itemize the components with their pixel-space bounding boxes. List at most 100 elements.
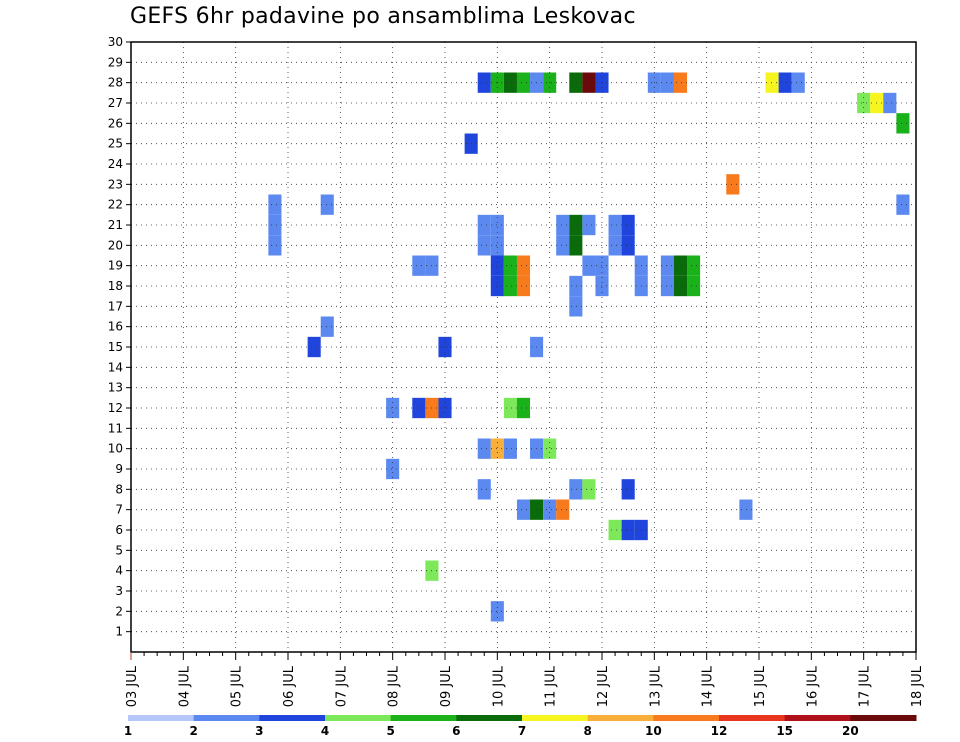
y-tick-label: 10 xyxy=(108,442,123,456)
x-tick-label: 16 JUL xyxy=(805,665,820,707)
colorbar-swatch xyxy=(325,715,392,721)
heat-cell xyxy=(673,72,688,93)
heat-cell xyxy=(412,397,426,419)
heat-cell xyxy=(477,214,491,236)
x-tick-label: 09 JUL xyxy=(439,665,454,707)
heat-cell xyxy=(268,235,282,256)
heat-cell xyxy=(791,72,805,93)
heat-cell xyxy=(490,214,504,236)
x-tick-label: 04 JUL xyxy=(177,665,192,707)
x-tick-label: 08 JUL xyxy=(387,665,402,707)
y-tick-label: 29 xyxy=(108,55,123,69)
x-tick-label: 14 JUL xyxy=(701,665,716,707)
y-tick-label: 23 xyxy=(108,177,123,191)
heat-cell xyxy=(673,275,688,297)
colorbar: 1 2 3 4 5 6 7 8 10 12 15 20 xyxy=(124,715,917,738)
y-tick-label: 3 xyxy=(115,584,123,598)
heat-cell xyxy=(673,255,688,276)
heat-cell xyxy=(569,72,583,93)
heat-cell xyxy=(608,214,622,236)
heat-cell xyxy=(569,296,583,317)
heat-cell xyxy=(543,499,557,520)
y-tick-label: 15 xyxy=(108,340,123,354)
x-tick-label: 07 JUL xyxy=(334,665,349,707)
heat-cell xyxy=(569,214,583,236)
heat-cell xyxy=(621,235,635,256)
colorbar-label: 7 xyxy=(518,724,526,738)
heat-cell xyxy=(608,235,622,256)
y-tick-label: 9 xyxy=(115,462,123,476)
x-tick-label: 17 JUL xyxy=(858,665,873,707)
heat-cell xyxy=(582,479,596,500)
heat-cell xyxy=(516,275,531,297)
y-tick-label: 4 xyxy=(115,564,123,578)
colorbar-swatch xyxy=(522,715,589,721)
y-tick-label: 21 xyxy=(108,218,123,232)
y-tick-label: 6 xyxy=(115,523,123,537)
cells-layer xyxy=(268,72,910,622)
heat-cell xyxy=(516,72,531,93)
heat-cell xyxy=(569,235,583,256)
y-tick-label: 22 xyxy=(108,198,123,212)
heat-cell xyxy=(477,479,491,500)
colorbar-label: 1 xyxy=(124,724,132,738)
heat-cell xyxy=(765,72,779,93)
y-tick-label: 13 xyxy=(108,381,123,395)
colorbar-swatch xyxy=(719,715,786,721)
y-tick-label: 5 xyxy=(115,543,123,557)
heat-cell xyxy=(660,72,674,93)
heat-cell xyxy=(687,275,701,297)
colorbar-label: 5 xyxy=(386,724,394,738)
y-tick-label: 8 xyxy=(115,482,123,496)
y-tick-label: 17 xyxy=(108,299,123,313)
heat-cell xyxy=(687,255,701,276)
heat-cell xyxy=(268,214,282,236)
colorbar-label: 4 xyxy=(321,724,329,738)
x-tick-label: 11 JUL xyxy=(544,665,559,707)
y-tick-label: 25 xyxy=(108,137,123,151)
grid-layer xyxy=(130,41,917,652)
heat-cell xyxy=(556,214,570,236)
heat-cell xyxy=(503,438,517,459)
heat-cell xyxy=(490,438,504,459)
heat-cell xyxy=(490,255,504,276)
heat-cell xyxy=(569,479,583,500)
colorbar-swatch xyxy=(390,715,457,721)
heat-cell xyxy=(516,397,531,419)
y-tick-label: 28 xyxy=(108,76,123,90)
y-tick-label: 19 xyxy=(108,259,123,273)
colorbar-label: 2 xyxy=(189,724,197,738)
heat-cell xyxy=(516,255,531,276)
heat-cell xyxy=(503,255,517,276)
colorbar-label: 15 xyxy=(776,724,793,738)
heat-cell xyxy=(660,255,674,276)
colorbar-swatch xyxy=(128,715,195,721)
heat-cell xyxy=(896,194,910,215)
heat-cell xyxy=(582,255,596,276)
heat-cell xyxy=(477,438,491,459)
y-tick-label: 11 xyxy=(108,421,123,435)
heat-cell xyxy=(412,255,426,276)
heat-cell xyxy=(726,174,740,195)
colorbar-swatch xyxy=(587,715,654,721)
heat-cell xyxy=(320,316,334,337)
colorbar-swatch xyxy=(259,715,326,721)
heat-cell xyxy=(516,499,531,520)
x-tick-label: 18 JUL xyxy=(910,665,925,707)
colorbar-swatch xyxy=(193,715,260,721)
heat-cell xyxy=(608,519,622,541)
plot-frame xyxy=(130,41,917,653)
heat-cell xyxy=(386,458,400,480)
y-tick-label: 16 xyxy=(108,320,123,334)
heat-cell xyxy=(556,235,570,256)
x-tick-label: 15 JUL xyxy=(753,665,768,707)
heat-cell xyxy=(778,72,792,93)
heat-cell xyxy=(883,92,897,114)
heat-cell xyxy=(268,194,282,215)
heat-cell xyxy=(543,438,557,459)
x-tick-label: 10 JUL xyxy=(491,665,506,707)
heat-cell xyxy=(490,235,504,256)
heat-cell xyxy=(556,499,570,520)
colorbar-swatch xyxy=(784,715,851,721)
